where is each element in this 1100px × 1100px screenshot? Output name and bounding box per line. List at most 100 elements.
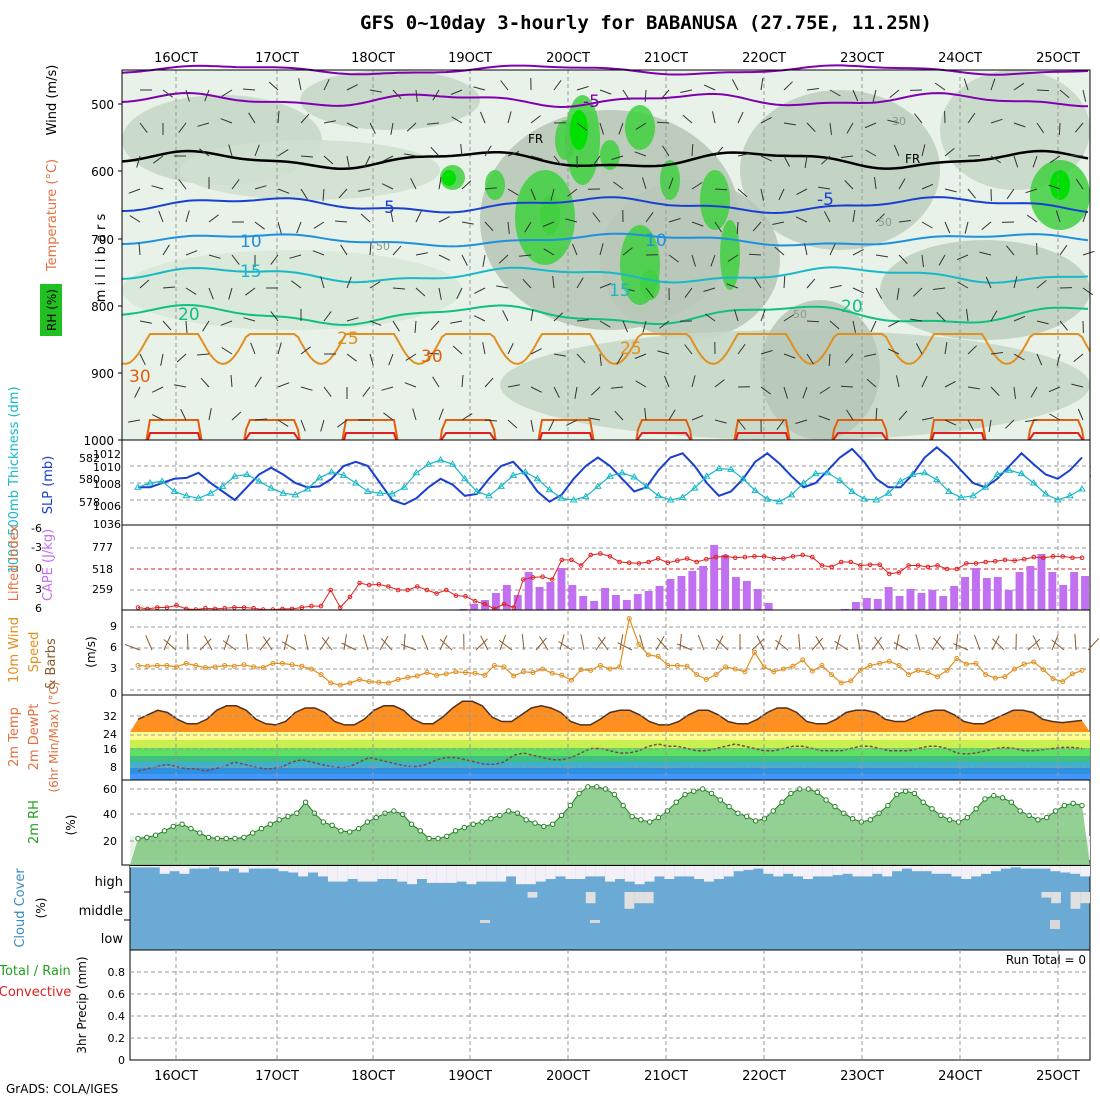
wind-barb — [204, 89, 210, 102]
wind-barb — [821, 155, 831, 165]
lifted-index-point — [578, 563, 584, 568]
rh-point — [373, 814, 379, 821]
wind-barb — [461, 254, 468, 266]
rh-point — [294, 810, 300, 816]
lifted-index-point — [1050, 554, 1056, 559]
wind-barb — [1082, 287, 1094, 296]
lifted-index-point — [906, 563, 911, 568]
wind-barb — [473, 86, 486, 91]
rh-high-region — [600, 140, 620, 170]
wind-barb — [223, 634, 230, 651]
wind-barb — [1026, 214, 1038, 223]
cloud-gap-bar — [535, 866, 546, 882]
wind-speed-point — [337, 682, 343, 688]
date-tick-label: 17OCT — [255, 1069, 299, 1084]
cloud-gap-bar — [139, 866, 150, 868]
temp-tick-label: 32 — [103, 710, 117, 723]
wind-barb — [369, 281, 381, 289]
wind-barb — [427, 122, 440, 125]
wind-barb — [452, 345, 463, 355]
wind-barb — [806, 353, 814, 365]
temperature-band — [130, 762, 1090, 768]
wind-barb — [321, 637, 333, 651]
rh-point — [302, 799, 309, 805]
thickness-point — [230, 472, 239, 479]
wind-barb — [760, 78, 764, 91]
thickness-point — [170, 487, 179, 494]
wind-barb — [806, 278, 816, 289]
cloud-gap-bar — [1000, 866, 1011, 869]
lifted-index-point — [704, 556, 709, 562]
rh-point — [788, 790, 794, 797]
wind-barb — [162, 89, 173, 98]
thickness-point — [872, 496, 881, 503]
thickness-point — [497, 482, 505, 489]
cloud-gap-bar — [1050, 920, 1060, 929]
date-tick-label: 23OCT — [840, 51, 884, 66]
rh-high-region — [625, 105, 655, 150]
cloud-gap-bar — [991, 866, 1001, 872]
wind-barb — [451, 116, 463, 124]
wind-barb — [697, 634, 705, 651]
wind-barb — [369, 242, 372, 256]
wind-barb — [703, 84, 716, 91]
cape-bar — [622, 600, 631, 610]
cape-bar — [688, 571, 697, 610]
wind-barb — [178, 179, 187, 190]
cape-bar — [601, 588, 609, 610]
wind-speed-point — [491, 663, 497, 668]
rh-point — [223, 835, 229, 842]
wind-barb — [268, 81, 279, 91]
wind-barb — [691, 182, 703, 190]
wind-speed-point — [617, 664, 623, 670]
cape-bar — [1026, 566, 1035, 610]
wind-barb — [300, 188, 308, 200]
wind-barb — [618, 122, 624, 135]
lifted-index-point — [665, 560, 671, 566]
cloud-gap-bar — [812, 866, 823, 877]
wind-speed-point — [597, 663, 603, 668]
cloud-gap-bar — [783, 866, 794, 874]
wind-barb — [957, 281, 969, 289]
rh-point — [550, 821, 556, 827]
contour-line-minus10 — [121, 64, 1089, 76]
wind-barb — [714, 188, 728, 191]
footer-credit: GrADS: COLA/IGES — [6, 1082, 119, 1096]
lifted-index-point — [472, 598, 478, 604]
wind-speed-point — [501, 664, 507, 670]
wind-barb — [498, 640, 513, 651]
wind-barb — [964, 221, 969, 234]
cloud-gap-bar — [902, 866, 912, 869]
lifted-index-point — [752, 554, 757, 559]
wind-barb — [1006, 245, 1015, 256]
rh-point — [144, 834, 150, 841]
wind-speed-point — [1041, 667, 1046, 673]
wind-barb — [818, 186, 831, 190]
thickness-point — [533, 474, 542, 482]
contour-label-15: 15 — [240, 262, 262, 282]
cloud-gap-bar — [605, 866, 615, 882]
wind-barb — [139, 353, 146, 366]
thickness-point — [606, 472, 614, 479]
rh-point — [214, 835, 221, 842]
wind-barb — [450, 320, 463, 324]
date-tick-label: 22OCT — [742, 51, 786, 66]
wind-speed-point — [318, 672, 324, 678]
wind-barb — [872, 89, 877, 102]
rh-point — [894, 791, 900, 798]
rh-point — [770, 808, 776, 814]
temperature-side-label: Temperature (°C) — [45, 159, 60, 272]
rh-point — [1052, 808, 1059, 814]
rh-point — [973, 806, 979, 812]
wind-barb — [360, 213, 371, 223]
wind-barb — [553, 386, 560, 398]
wind-barb — [1036, 320, 1049, 325]
wind-barb — [644, 89, 647, 103]
wind-barb — [760, 116, 772, 124]
cape-bar — [579, 596, 588, 610]
wind-barb — [415, 89, 418, 102]
cloud-cover-panel: Cloud Cover (%) high middle low — [13, 865, 1091, 951]
wind-barb — [484, 377, 494, 388]
wind-barb — [841, 155, 854, 158]
wind-barb — [277, 188, 290, 194]
